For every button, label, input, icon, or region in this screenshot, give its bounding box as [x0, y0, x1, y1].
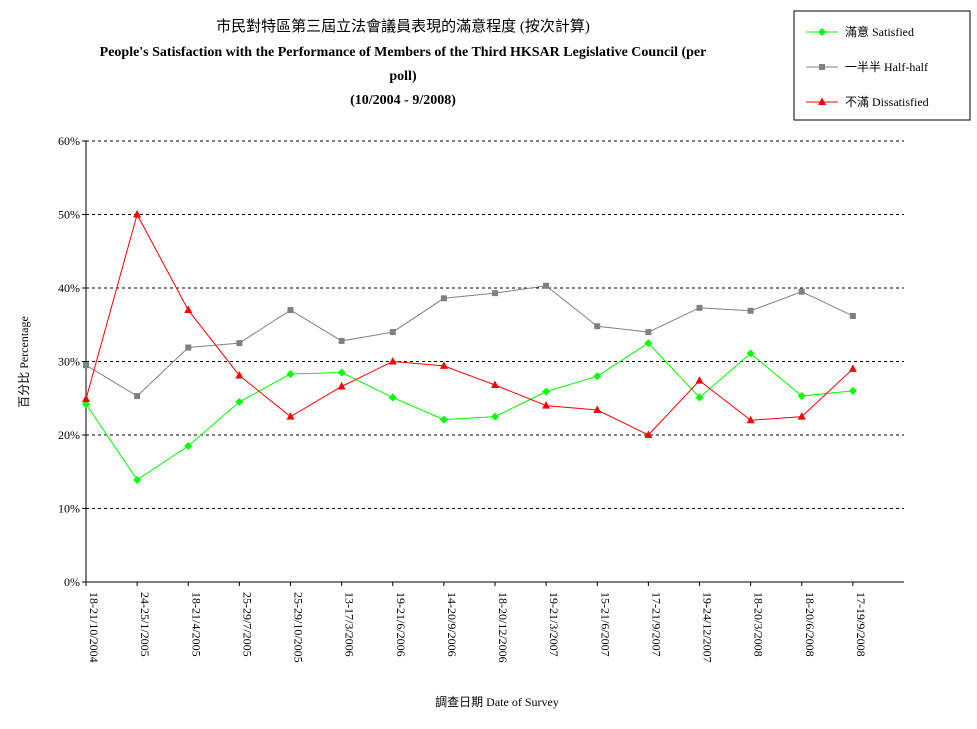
- legend-item: 一半半 Half-half: [806, 60, 928, 74]
- legend-label: 一半半 Half-half: [845, 60, 928, 74]
- y-tick-label: 20%: [58, 428, 80, 442]
- x-tick-label: 18-20/6/2008: [803, 592, 817, 657]
- x-tick-label: 19-21/6/2006: [394, 592, 408, 657]
- data-point-square: [543, 282, 550, 289]
- data-point-triangle: [491, 380, 499, 389]
- data-point-diamond: [337, 368, 346, 377]
- data-point-square: [83, 362, 89, 369]
- data-point-triangle: [644, 430, 653, 438]
- data-point-square: [440, 295, 447, 302]
- data-point-square: [185, 344, 192, 351]
- x-tick-labels: 18-21/10/2004 24-25/1/2005 18-21/4/2005 25-…: [85, 582, 868, 663]
- x-tick-label: 18-20/3/2008: [752, 592, 766, 657]
- data-point-diamond: [644, 339, 653, 348]
- y-axis-label: 百分比 Percentage: [17, 316, 31, 408]
- data-point-diamond: [439, 415, 448, 424]
- series-layer: [82, 210, 857, 484]
- data-point-triangle: [439, 361, 448, 369]
- x-tick-label: 24-25/1/2005: [138, 592, 152, 657]
- data-point-square: [696, 304, 703, 311]
- data-point-diamond: [286, 369, 295, 378]
- data-point-square: [134, 393, 141, 400]
- data-point-triangle: [848, 364, 857, 372]
- data-point-triangle: [388, 357, 397, 365]
- series-line: [85, 285, 854, 397]
- x-tick-label: 17-21/9/2007: [649, 592, 663, 657]
- data-point-diamond: [818, 28, 826, 36]
- data-point-diamond: [491, 412, 499, 421]
- legend-item: 不滿 Dissatisfied: [806, 95, 929, 109]
- data-point-triangle: [593, 405, 602, 414]
- data-point-triangle: [818, 97, 826, 105]
- data-point-square: [798, 288, 805, 295]
- x-tick-label: 13-17/3/2006: [343, 592, 357, 657]
- data-point-triangle: [286, 412, 295, 420]
- chart-title-range: (10/2004 - 9/2008): [350, 93, 456, 108]
- x-tick-label: 19-21/3/2007: [547, 592, 561, 657]
- data-point-diamond: [82, 400, 90, 409]
- data-point-triangle: [235, 370, 244, 379]
- series-line: [85, 342, 853, 481]
- data-point-square: [287, 307, 294, 314]
- chart-title-en-line1: People's Satisfaction with the Performan…: [100, 45, 707, 60]
- data-point-diamond: [695, 393, 704, 402]
- legend-label: 不滿 Dissatisfied: [845, 95, 929, 109]
- x-tick-label: 15-21/6/2007: [598, 592, 612, 657]
- y-tick-label: 50%: [58, 208, 80, 222]
- x-tick-label: 25-29/7/2005: [240, 592, 254, 657]
- legend-item: 滿意 Satisfied: [806, 24, 914, 39]
- data-point-diamond: [542, 387, 551, 396]
- y-tick-labels: 0% 10% 20% 30% 40% 50% 60%: [58, 134, 86, 589]
- data-point-square: [338, 337, 345, 344]
- series-1: [83, 282, 856, 400]
- data-point-diamond: [133, 475, 142, 484]
- chart-title-cn: 市民對特區第三屆立法會議員表現的滿意程度 (按次計算): [216, 17, 590, 35]
- data-point-diamond: [746, 349, 755, 358]
- data-point-triangle: [542, 401, 551, 409]
- x-tick-label: 18-21/4/2005: [189, 592, 203, 657]
- y-tick-label: 40%: [58, 281, 80, 295]
- legend-label: 滿意 Satisfied: [845, 24, 914, 39]
- data-point-triangle: [184, 305, 193, 314]
- data-point-diamond: [593, 372, 602, 381]
- chart-title-en-line2: poll): [389, 69, 417, 84]
- data-point-square: [849, 312, 856, 319]
- data-point-square: [645, 329, 652, 336]
- x-tick-label: 18-20/12/2006: [496, 592, 510, 663]
- y-tick-label: 30%: [58, 355, 80, 369]
- data-point-diamond: [797, 392, 806, 401]
- series-0: [82, 339, 857, 484]
- legend: 滿意 Satisfied 一半半 Half-half 不滿 Dissatisfied: [793, 10, 971, 121]
- data-point-diamond: [184, 442, 193, 451]
- data-point-triangle: [82, 394, 90, 402]
- x-tick-label: 18-21/10/2004: [87, 592, 101, 663]
- data-point-diamond: [235, 397, 244, 406]
- x-tick-label: 19-24/12/2007: [701, 592, 715, 663]
- data-point-triangle: [746, 415, 755, 424]
- x-tick-label: 14-20/9/2006: [445, 592, 459, 657]
- data-point-triangle: [695, 376, 704, 384]
- x-axis-label: 調查日期 Date of Survey: [435, 695, 559, 709]
- data-point-triangle: [797, 412, 806, 420]
- y-tick-label: 60%: [58, 134, 80, 148]
- grid-lines: [86, 140, 904, 509]
- data-point-diamond: [848, 386, 857, 395]
- y-tick-label: 10%: [58, 502, 80, 516]
- series-2: [82, 210, 857, 438]
- data-point-square: [236, 340, 243, 347]
- data-point-diamond: [388, 393, 397, 402]
- data-point-square: [492, 290, 498, 297]
- data-point-triangle: [133, 210, 142, 218]
- x-tick-label: 25-29/10/2005: [292, 592, 306, 663]
- data-point-triangle: [337, 381, 346, 390]
- series-line: [85, 213, 854, 436]
- y-tick-label: 0%: [64, 575, 80, 589]
- data-point-square: [747, 307, 754, 314]
- data-point-square: [819, 64, 825, 70]
- data-point-square: [594, 323, 601, 330]
- x-tick-label: 17-19/9/2008: [854, 592, 868, 657]
- data-point-square: [389, 329, 396, 336]
